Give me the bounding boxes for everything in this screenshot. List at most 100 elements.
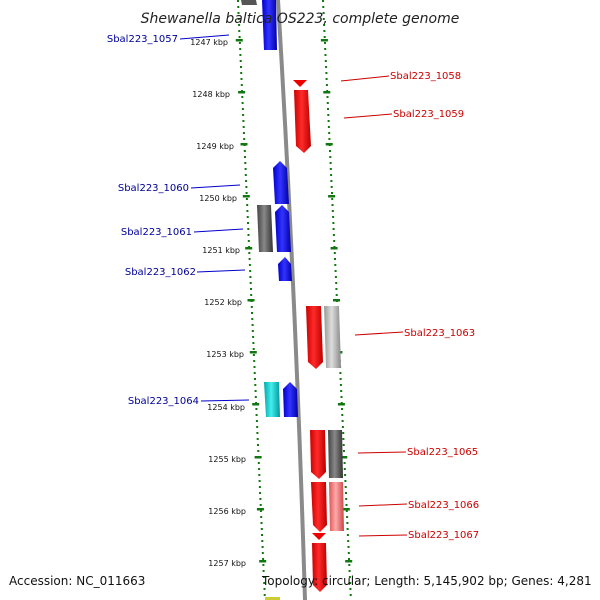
ruler-track-left-dot xyxy=(248,258,251,260)
kbp-tick-label: 1256 kbp xyxy=(208,507,246,516)
ruler-track-right-dot xyxy=(323,24,326,26)
ruler-track-right-dot xyxy=(331,210,334,212)
gene-glyph-sbal223-1057[interactable] xyxy=(262,0,277,50)
gene-glyph-sbal223-1066[interactable] xyxy=(311,482,327,532)
ruler-track-right-dot xyxy=(324,48,327,50)
ruler-track-right-dot xyxy=(345,492,347,494)
ruler-track-left-dot xyxy=(244,168,247,170)
ruler-track-left-dot xyxy=(263,582,266,584)
gene-label-sbal223-1066[interactable]: Sbal223_1066 xyxy=(408,500,479,511)
map-title: Shewanella baltica OS223, complete genom… xyxy=(141,11,460,27)
ruler-major-tick xyxy=(337,403,345,406)
ruler-major-tick xyxy=(245,247,253,250)
ruler-track-left-dot xyxy=(251,318,254,320)
gene-label-sbal223-1065[interactable]: Sbal223_1065 xyxy=(407,447,478,458)
ruler-track-right-dot xyxy=(327,126,330,128)
gene-glyph-sbal223-1061[interactable] xyxy=(275,205,291,252)
ruler-track-right-dot xyxy=(346,534,349,536)
ruler-track-right-dot xyxy=(339,378,342,380)
ruler-track-left-dot xyxy=(252,348,255,350)
gene-glyph-sbal223-1058[interactable] xyxy=(293,80,307,87)
ruler-track-left-dot xyxy=(250,288,252,290)
gene-label-sbal223-1067[interactable]: Sbal223_1067 xyxy=(408,530,479,541)
gene-glyph-sbal223-1065[interactable] xyxy=(310,430,326,479)
ruler-track-right-dot xyxy=(324,42,326,44)
ruler-track-left-dot xyxy=(257,462,260,464)
gene-glyph-unlabeled-gray-1 xyxy=(257,205,273,252)
gene-glyph-sbal223-1062[interactable] xyxy=(278,257,292,281)
ruler-track-left-dot xyxy=(244,174,247,176)
ruler-track-left-dot xyxy=(253,372,256,374)
gene-label-sbal223-1062[interactable]: Sbal223_1062 xyxy=(125,267,196,278)
kbp-tick-label: 1247 kbp xyxy=(190,38,228,47)
ruler-track-right-dot xyxy=(332,228,335,230)
ruler-track-right-dot xyxy=(327,114,330,116)
ruler-track-right-dot xyxy=(334,276,337,278)
kbp-tick-label: 1254 kbp xyxy=(207,403,245,412)
ruler-track-right-dot xyxy=(330,180,333,182)
gene-glyph-sbal223-1059[interactable] xyxy=(294,90,311,153)
ruler-track-right-dot xyxy=(324,60,327,62)
ruler-track-right-dot xyxy=(329,150,331,152)
ruler-track-left-dot xyxy=(246,216,249,218)
ruler-track-right-dot xyxy=(324,54,327,56)
ruler-track-left-dot xyxy=(238,42,241,44)
ruler-track-left-dot xyxy=(262,570,265,572)
gene-glyph-sbal223-1060[interactable] xyxy=(273,161,289,204)
ruler-track-right-dot xyxy=(346,522,349,524)
ruler-track-left-dot xyxy=(254,396,257,398)
ruler-track-right-dot xyxy=(328,138,331,140)
gene-glyph-unlabeled-gray-2 xyxy=(328,430,343,478)
ruler-track-left-dot xyxy=(251,330,254,332)
ruler-track-left-dot xyxy=(262,564,265,566)
ruler-track-left-dot xyxy=(245,186,248,188)
ruler-track-left-dot xyxy=(237,0,239,2)
ruler-track-left-dot xyxy=(263,588,266,590)
ruler-track-left-dot xyxy=(259,504,262,506)
ruler-track-left-dot xyxy=(263,594,266,596)
ruler-track-right-dot xyxy=(349,588,352,590)
ruler-track-right-dot xyxy=(325,72,328,74)
ruler-track-right-dot xyxy=(341,420,344,422)
ruler-track-right-dot xyxy=(347,540,350,542)
ruler-track-left-dot xyxy=(252,342,255,344)
ruler-track-right-dot xyxy=(346,516,349,518)
ruler-track-right-dot xyxy=(322,12,325,14)
ruler-track-left-dot xyxy=(258,474,261,476)
ruler-track-left-dot xyxy=(248,252,251,254)
ruler-track-left-dot xyxy=(240,78,243,80)
ruler-track-right-dot xyxy=(345,510,348,512)
ruler-track-right-dot xyxy=(325,84,328,86)
ruler-track-right-dot xyxy=(335,282,338,284)
gene-label-sbal223-1063[interactable]: Sbal223_1063 xyxy=(404,328,475,339)
ruler-track-right-dot xyxy=(339,384,342,386)
ruler-track-left-dot xyxy=(237,6,240,8)
ruler-track-left-dot xyxy=(242,126,245,128)
ruler-track-left-dot xyxy=(255,420,258,422)
ruler-track-left-dot xyxy=(260,516,263,518)
gene-label-sbal223-1058[interactable]: Sbal223_1058 xyxy=(390,71,461,82)
ruler-track-right-dot xyxy=(343,450,345,452)
gene-label-sbal223-1061[interactable]: Sbal223_1061 xyxy=(121,227,192,238)
ruler-track-right-dot xyxy=(332,222,335,224)
ruler-track-left-dot xyxy=(241,108,244,110)
ruler-track-left-dot xyxy=(251,312,253,314)
gene-label-sbal223-1057[interactable]: Sbal223_1057 xyxy=(107,34,178,45)
ruler-track-right-dot xyxy=(345,504,348,506)
ruler-track-left-dot xyxy=(243,138,246,140)
ruler-track-left-dot xyxy=(258,468,261,470)
gene-glyph-sbal223-1063[interactable] xyxy=(306,306,323,369)
ruler-track-left-dot xyxy=(242,114,245,116)
gene-label-sbal223-1060[interactable]: Sbal223_1060 xyxy=(118,183,189,194)
gene-glyph-sbal223-1064-cyan xyxy=(264,382,280,417)
gene-glyph-sbal223-1064[interactable] xyxy=(283,382,298,417)
gene-label-sbal223-1064[interactable]: Sbal223_1064 xyxy=(128,396,199,407)
gene-label-sbal223-1059[interactable]: Sbal223_1059 xyxy=(393,109,464,120)
ruler-major-tick xyxy=(342,508,350,511)
ruler-track-left-dot xyxy=(242,120,245,122)
ruler-major-tick xyxy=(242,195,250,198)
topology-text: Topology: circular; Length: 5,145,902 bp… xyxy=(262,574,592,588)
ruler-track-right-dot xyxy=(341,414,344,416)
gene-glyph-sbal223-1067[interactable] xyxy=(312,533,326,540)
gene-glyph-unlabeled-lightgray xyxy=(324,306,341,368)
